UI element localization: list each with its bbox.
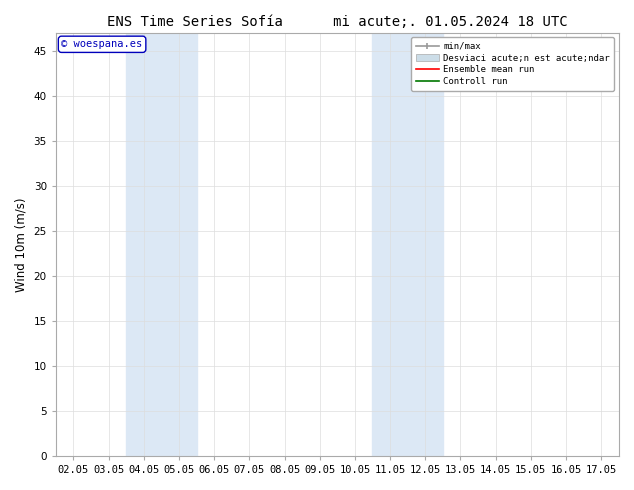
Bar [126,33,197,456]
Y-axis label: Wind 10m (m/s): Wind 10m (m/s) [15,197,28,292]
Text: © woespana.es: © woespana.es [61,39,143,49]
Legend: min/max, Desviaci acute;n est acute;ndar, Ensemble mean run, Controll run: min/max, Desviaci acute;n est acute;ndar… [411,37,614,91]
Title: ENS Time Series Sofía      mi acute;. 01.05.2024 18 UTC: ENS Time Series Sofía mi acute;. 01.05.2… [107,15,567,29]
Bar [372,33,443,456]
